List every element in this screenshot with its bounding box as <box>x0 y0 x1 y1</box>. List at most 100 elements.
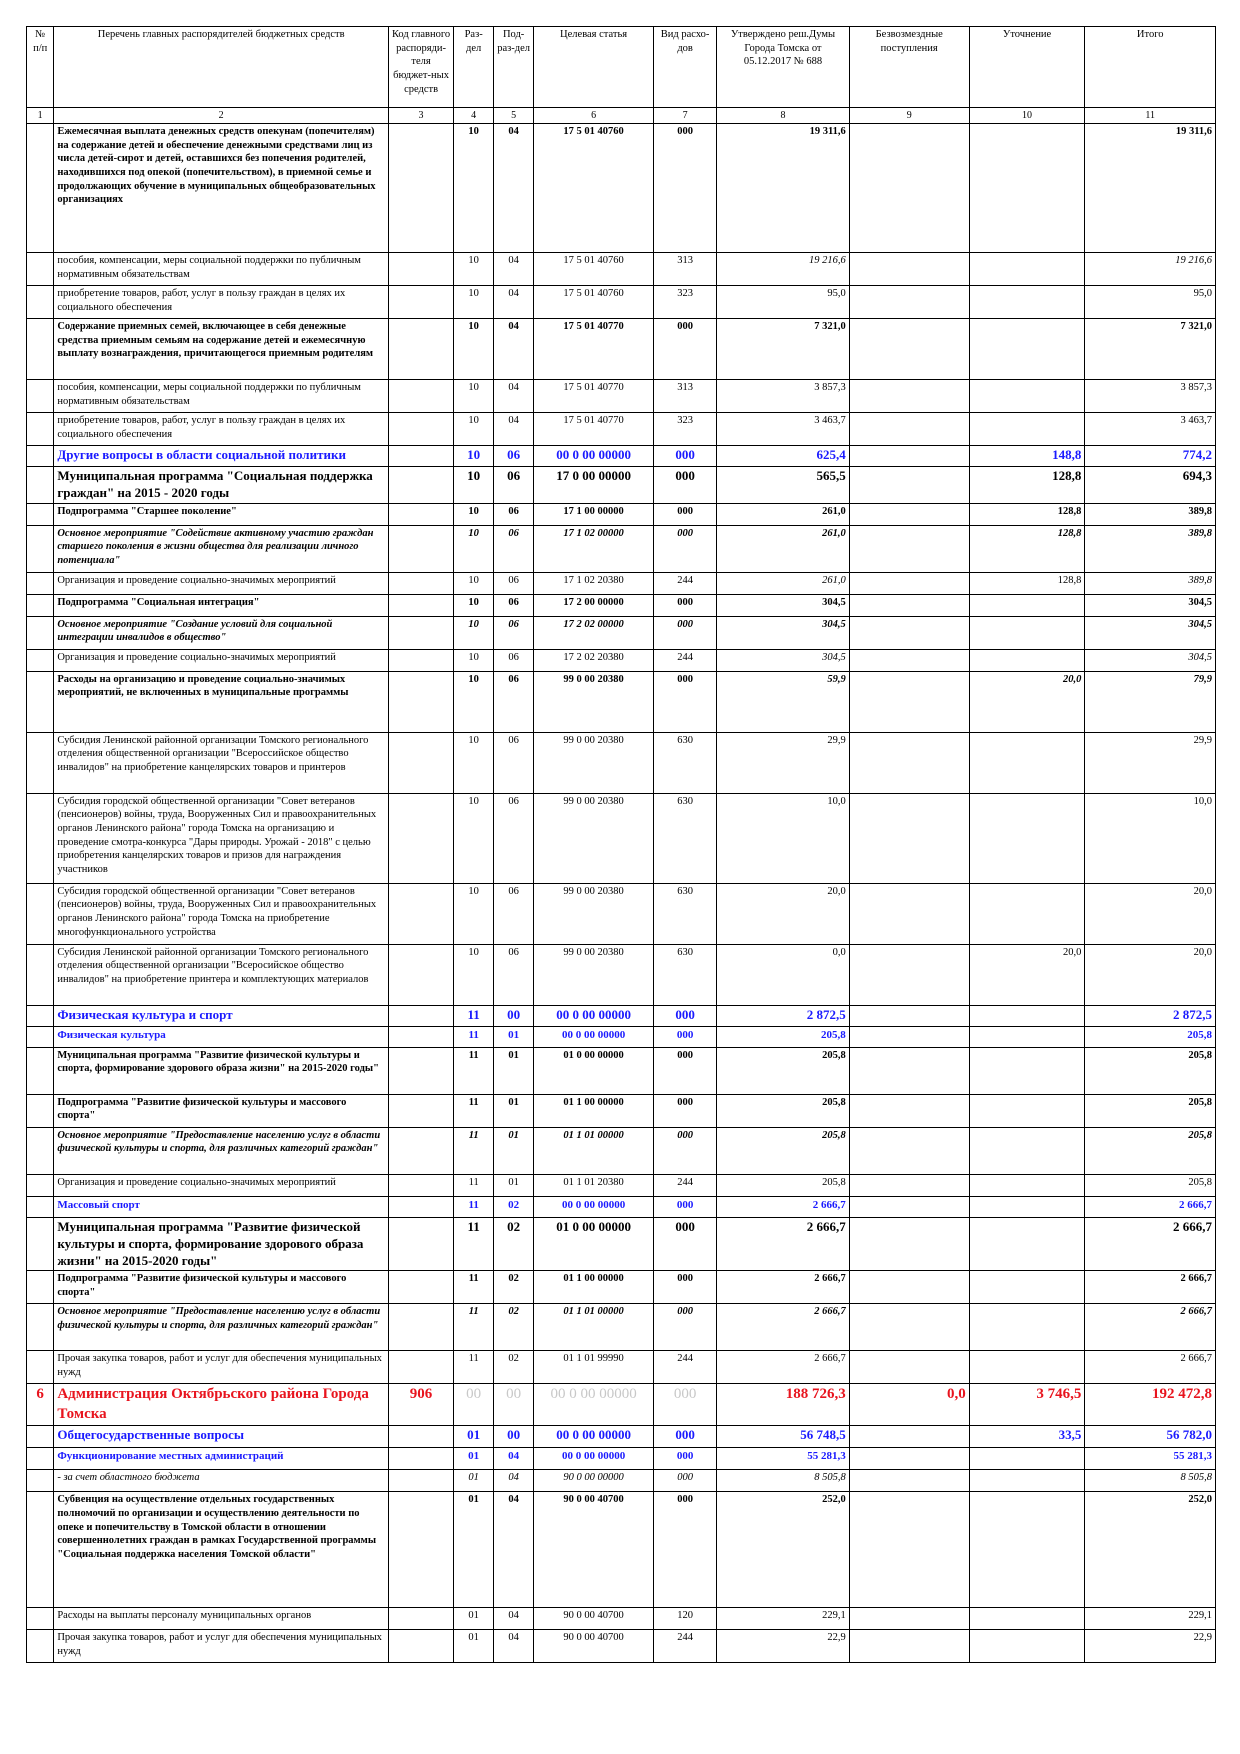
table-row: 6 Администрация Октябрьского района Город… <box>25 1383 1216 1427</box>
table-row: Подпрограмма "Развитие физической культу… <box>25 1093 1216 1128</box>
row-number <box>25 412 55 446</box>
table-row: Субсидия Ленинской районной организации … <box>25 731 1216 794</box>
table-row: Физическая культура 11 01 00 0 00 00000 000 2… <box>25 1025 1216 1048</box>
row-clarification <box>968 792 1086 884</box>
row-total: 79,9 <box>1084 670 1216 733</box>
row-approved: 205,8 <box>716 1126 850 1175</box>
row-free <box>848 1469 970 1493</box>
row-podrazdel: 06 <box>493 943 535 1006</box>
row-vid: 000 <box>653 466 718 504</box>
row-code <box>387 412 455 446</box>
row-free <box>848 466 970 504</box>
row-free <box>848 943 970 1006</box>
row-approved: 252,0 <box>716 1491 850 1609</box>
row-number <box>25 615 55 650</box>
row-code <box>387 1173 455 1197</box>
row-clarification <box>968 1447 1086 1471</box>
row-code <box>387 882 455 945</box>
row-clarification: 128,8 <box>968 466 1086 504</box>
row-razdel: 10 <box>453 379 495 413</box>
row-clarification <box>968 1046 1086 1095</box>
row-total: 95,0 <box>1084 285 1216 319</box>
table-row: Функционирование местных администраций 01… <box>25 1447 1216 1471</box>
table-row: Содержание приемных семей, включающее в … <box>25 318 1216 380</box>
row-statya: 17 5 01 40770 <box>533 412 655 446</box>
row-code <box>387 1216 455 1272</box>
row-approved: 3 463,7 <box>716 412 850 446</box>
row-name: Другие вопросы в области социальной поли… <box>53 445 389 467</box>
row-vid: 630 <box>653 943 718 1006</box>
row-name: Массовый спорт <box>53 1195 389 1218</box>
row-number <box>25 571 55 595</box>
row-free <box>848 571 970 595</box>
row-code <box>387 123 455 253</box>
row-approved: 205,8 <box>716 1025 850 1048</box>
row-name: Содержание приемных семей, включающее в … <box>53 318 389 380</box>
row-podrazdel: 06 <box>493 670 535 733</box>
row-statya: 90 0 00 40700 <box>533 1607 655 1631</box>
row-vid: 000 <box>653 1126 718 1175</box>
row-clarification <box>968 731 1086 794</box>
row-free <box>848 648 970 672</box>
row-number: 6 <box>25 1383 55 1427</box>
row-name: Подпрограмма "Старшее поколение" <box>53 502 389 526</box>
row-statya: 99 0 00 20380 <box>533 670 655 733</box>
row-free <box>848 615 970 650</box>
row-statya: 17 2 02 20380 <box>533 648 655 672</box>
row-free <box>848 502 970 526</box>
row-free <box>848 1173 970 1197</box>
row-vid: 000 <box>653 123 718 253</box>
row-podrazdel: 06 <box>493 615 535 650</box>
row-name: Основное мероприятие "Содействие активно… <box>53 524 389 573</box>
row-free <box>848 1607 970 1631</box>
row-total: 2 666,7 <box>1084 1216 1216 1272</box>
row-podrazdel: 04 <box>493 123 535 253</box>
row-code <box>387 1469 455 1493</box>
row-approved: 19 216,6 <box>716 252 850 286</box>
row-code <box>387 524 455 573</box>
row-statya: 17 2 02 00000 <box>533 615 655 650</box>
colnum: 1 <box>25 107 55 124</box>
row-statya: 00 0 00 00000 <box>533 1195 655 1218</box>
header-total: Итого <box>1084 26 1216 108</box>
header-code: Код главного распоряди-теля бюджет-ных с… <box>387 26 455 108</box>
row-name: Администрация Октябрьского района Города… <box>53 1383 389 1427</box>
row-name: Общегосударственные вопросы <box>53 1425 389 1449</box>
row-statya: 00 0 00 00000 <box>533 1447 655 1471</box>
row-code <box>387 1491 455 1609</box>
row-total: 20,0 <box>1084 882 1216 945</box>
row-total: 304,5 <box>1084 615 1216 650</box>
row-vid: 000 <box>653 593 718 617</box>
row-podrazdel: 06 <box>493 882 535 945</box>
row-razdel: 11 <box>453 1126 495 1175</box>
row-code <box>387 792 455 884</box>
row-name: Ежемесячная выплата денежных средств опе… <box>53 123 389 253</box>
row-name: Подпрограмма "Развитие физической культу… <box>53 1270 389 1305</box>
row-razdel: 11 <box>453 1173 495 1197</box>
row-razdel: 10 <box>453 648 495 672</box>
row-code <box>387 731 455 794</box>
row-approved: 3 857,3 <box>716 379 850 413</box>
row-approved: 205,8 <box>716 1093 850 1128</box>
row-vid: 000 <box>653 1093 718 1128</box>
row-clarification: 33,5 <box>968 1425 1086 1449</box>
row-razdel: 11 <box>453 1046 495 1095</box>
table-row: приобретение товаров, работ, услуг в пол… <box>25 285 1216 319</box>
row-approved: 625,4 <box>716 445 850 467</box>
row-name: Физическая культура <box>53 1025 389 1048</box>
row-code <box>387 1350 455 1385</box>
table-row: Муниципальная программа "Развитие физиче… <box>25 1216 1216 1272</box>
row-name: Расходы на выплаты персоналу муниципальн… <box>53 1607 389 1631</box>
row-vid: 244 <box>653 1629 718 1664</box>
row-name: Основное мероприятие "Создание условий д… <box>53 615 389 650</box>
table-row: Массовый спорт 11 02 00 0 00 00000 000 2 666,… <box>25 1195 1216 1218</box>
row-code: 906 <box>387 1383 455 1427</box>
row-total: 304,5 <box>1084 648 1216 672</box>
row-vid: 000 <box>653 1004 718 1027</box>
row-code <box>387 1447 455 1471</box>
row-name: Основное мероприятие "Предоставление нас… <box>53 1126 389 1175</box>
row-name: Муниципальная программа "Развитие физиче… <box>53 1216 389 1272</box>
row-name: Организация и проведение социально-значи… <box>53 1173 389 1197</box>
row-number <box>25 1350 55 1385</box>
row-podrazdel: 02 <box>493 1195 535 1218</box>
